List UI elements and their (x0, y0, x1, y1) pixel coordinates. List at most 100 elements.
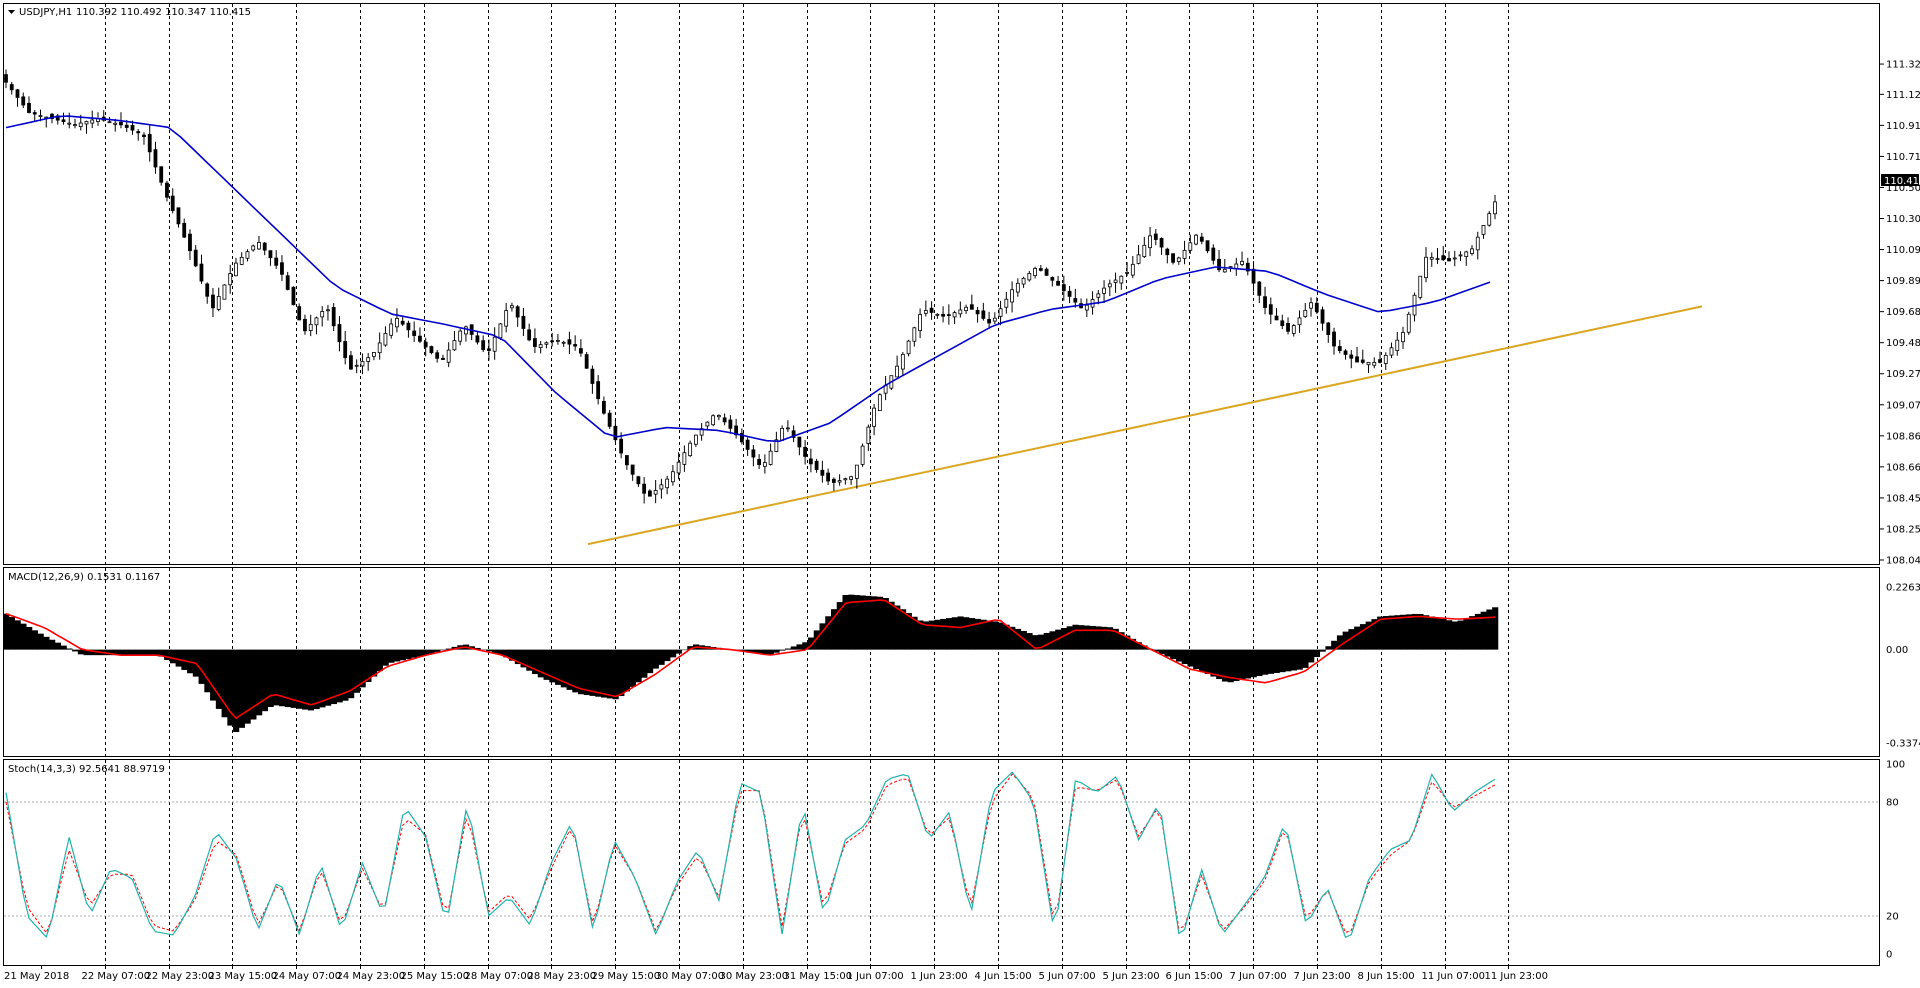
candle-body (389, 323, 394, 336)
macd-bar (376, 649, 383, 672)
macd-bar (652, 649, 659, 669)
macd-bar (1175, 649, 1183, 662)
candle-body (538, 344, 543, 348)
candle-body (745, 439, 750, 450)
macd-bar (784, 648, 792, 650)
macd-bar (1095, 626, 1102, 650)
macd-bar (848, 594, 855, 650)
candle-body (952, 312, 957, 318)
macd-label: MACD(12,26,9) 0.1531 0.1167 (8, 572, 160, 583)
macd-bar (169, 649, 176, 664)
candle-body (280, 262, 284, 275)
candle-body (1452, 257, 1457, 260)
candle-body (1343, 350, 1348, 355)
candle-body (1142, 244, 1147, 257)
candle-body (1349, 354, 1354, 359)
chart-header: USDJPY,H1 110.392 110.492 110.347 110.41… (8, 7, 251, 18)
candle-body (142, 134, 146, 138)
macd-bar (394, 649, 401, 662)
candle-body (1171, 253, 1175, 263)
macd-bar (957, 616, 964, 650)
candle-body (492, 336, 497, 352)
macd-bar (1382, 616, 1390, 650)
candle-body (1188, 242, 1193, 251)
stoch-tick-label: 80 (1886, 798, 1899, 809)
candle-body (159, 166, 164, 183)
trendline-layer[interactable] (587, 305, 1703, 546)
candle-body (601, 400, 606, 414)
macd-bar (761, 649, 769, 655)
macd-tick-label: -0.3374 (1886, 739, 1920, 750)
candle-body (395, 318, 399, 328)
macd-bar (359, 649, 366, 688)
support-trendline (587, 305, 1703, 546)
macd-bar (1474, 613, 1482, 650)
candle-body (400, 320, 405, 325)
candle-body (251, 245, 256, 251)
candle-body (981, 310, 986, 319)
macd-bar (1377, 616, 1384, 650)
candle-body (941, 313, 945, 317)
candle-body (642, 483, 647, 494)
macd-bar (325, 649, 332, 706)
candle-body (199, 263, 204, 282)
candle-body (653, 490, 658, 495)
candle-body (1297, 317, 1302, 326)
macd-bar (537, 649, 544, 678)
macd-bar (1290, 649, 1298, 671)
candle-body (383, 333, 388, 346)
candle-body (343, 341, 348, 359)
time-tick-label: 30 May 23:00 (720, 971, 789, 982)
macd-bar (991, 621, 999, 650)
dropdown-arrow-icon[interactable] (8, 10, 15, 14)
time-tick-label: 30 May 07:00 (656, 971, 725, 982)
candle-body (561, 341, 566, 344)
time-tick-label: 23 May 15:00 (209, 971, 278, 982)
macd-bar (1342, 631, 1349, 650)
candle-body (1159, 238, 1164, 248)
macd-bar (434, 649, 441, 652)
candle-body (843, 478, 848, 481)
macd-bar (1112, 628, 1119, 650)
candle-body (630, 464, 635, 475)
macd-bar (1170, 649, 1177, 660)
candle-body (946, 314, 951, 317)
macd-bar (807, 637, 815, 650)
candle-body (1263, 296, 1267, 308)
candle-body (498, 323, 503, 339)
macd-bar (997, 622, 1004, 650)
candle-body (969, 304, 974, 310)
candlesticks (4, 69, 1497, 504)
candle-body (918, 314, 922, 332)
macd-bar (888, 601, 895, 650)
macd-bar (917, 620, 924, 650)
candle-body (90, 119, 95, 124)
macd-bar (1411, 613, 1418, 650)
candle-body (659, 484, 664, 490)
candle-body (153, 149, 158, 168)
macd-bar (1446, 620, 1453, 650)
candle-body (1464, 251, 1469, 257)
macd-bar (940, 618, 947, 650)
candle-body (216, 295, 221, 310)
time-tick-label: 22 May 23:00 (146, 971, 215, 982)
candle-body (262, 242, 267, 251)
macd-bar (1273, 649, 1280, 673)
candle-body (377, 342, 382, 354)
candle-body (1441, 255, 1446, 261)
candle-body (1044, 268, 1049, 276)
macd-bar (670, 649, 677, 658)
candle-body (515, 306, 520, 318)
candle-body (320, 311, 325, 318)
candle-body (360, 361, 365, 367)
macd-bar (1014, 628, 1022, 650)
candle-body (728, 419, 733, 429)
moving-average-layer (5, 115, 1491, 443)
candle-body (1015, 282, 1020, 293)
candle-body (1418, 275, 1423, 298)
candle-body (268, 250, 273, 259)
macd-bar (1066, 626, 1073, 650)
time-tick-label: 29 May 15:00 (592, 971, 661, 982)
candle-body (130, 125, 135, 131)
